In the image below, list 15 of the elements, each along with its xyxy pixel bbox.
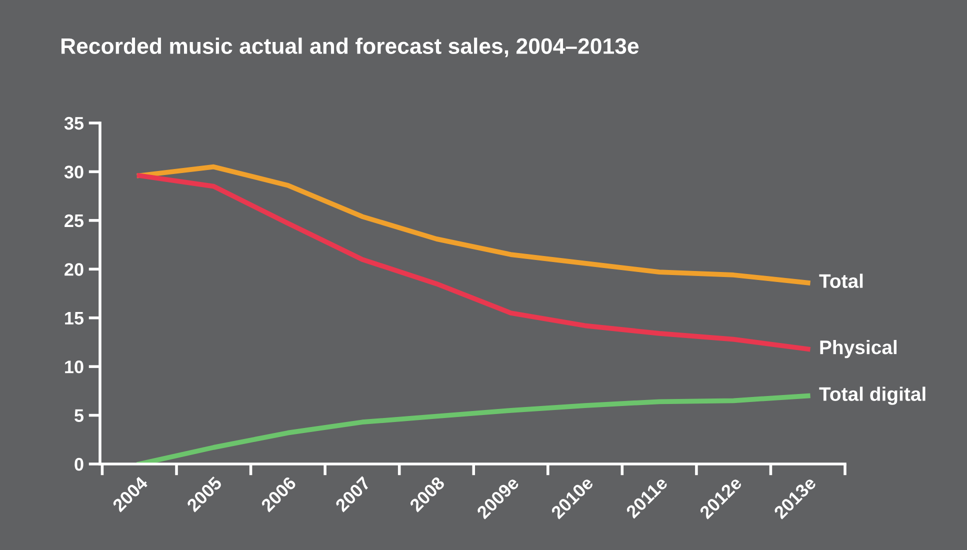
series-label: Physical <box>820 340 897 358</box>
y-tick-label: 0 <box>74 458 84 471</box>
y-tick-label: 5 <box>74 409 84 422</box>
series-label: Total <box>819 274 863 288</box>
line-series <box>136 164 810 286</box>
y-tick-label: 15 <box>65 312 84 325</box>
series-label: Total digital <box>819 386 926 405</box>
line-series <box>136 393 810 464</box>
y-tick-label: 20 <box>64 263 84 276</box>
y-tick-label: 30 <box>64 166 84 178</box>
line-series <box>136 173 810 352</box>
y-tick-label: 25 <box>64 214 84 228</box>
y-tick-label: 35 <box>64 116 84 130</box>
y-tick-label: 10 <box>65 360 84 374</box>
chart-title: Recorded music actual and forecast sales, 2004–2013e <box>61 38 639 58</box>
